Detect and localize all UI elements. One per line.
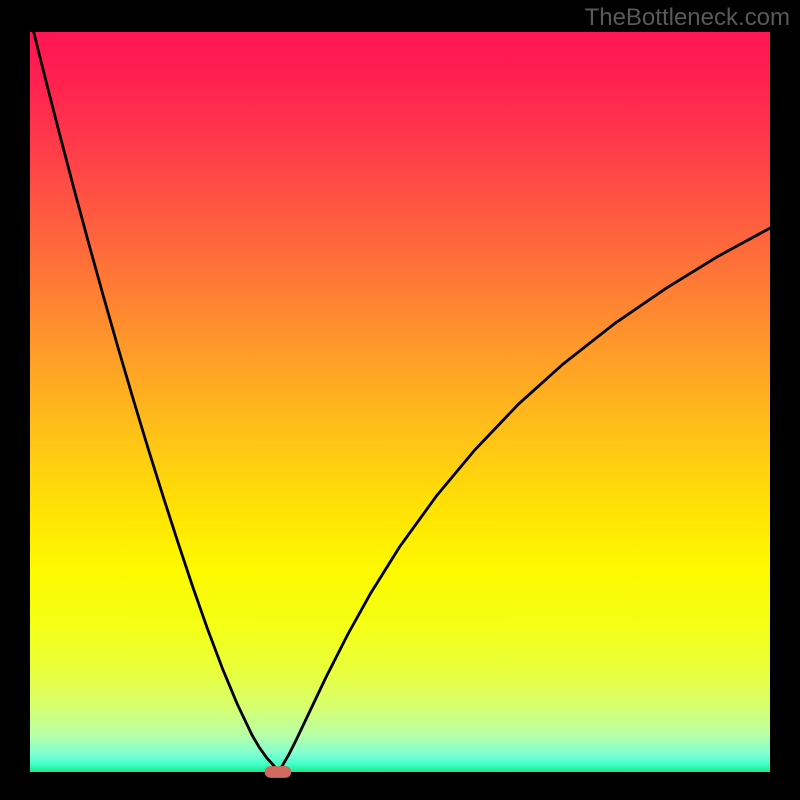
- plot-background: [30, 32, 770, 772]
- minimum-marker: [265, 766, 292, 778]
- chart-frame: TheBottleneck.com: [0, 0, 800, 800]
- bottleneck-chart: [0, 0, 800, 800]
- watermark-text: TheBottleneck.com: [585, 4, 790, 32]
